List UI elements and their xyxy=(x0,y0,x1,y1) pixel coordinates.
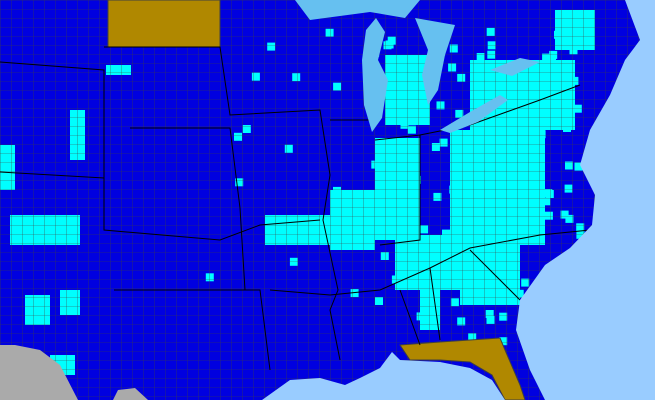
gulf-of-mexico xyxy=(262,352,505,400)
florida-region xyxy=(399,337,526,400)
state-borders xyxy=(0,46,591,371)
mexico-no-data-2 xyxy=(113,388,148,400)
lake-ontario xyxy=(490,58,540,76)
lake-erie xyxy=(440,95,508,133)
lake-superior xyxy=(295,0,420,20)
north-dakota-region xyxy=(107,0,221,48)
lake-michigan xyxy=(362,18,388,132)
atlantic-ocean xyxy=(516,0,655,400)
lake-huron xyxy=(415,18,455,105)
mexico-no-data xyxy=(0,345,78,400)
